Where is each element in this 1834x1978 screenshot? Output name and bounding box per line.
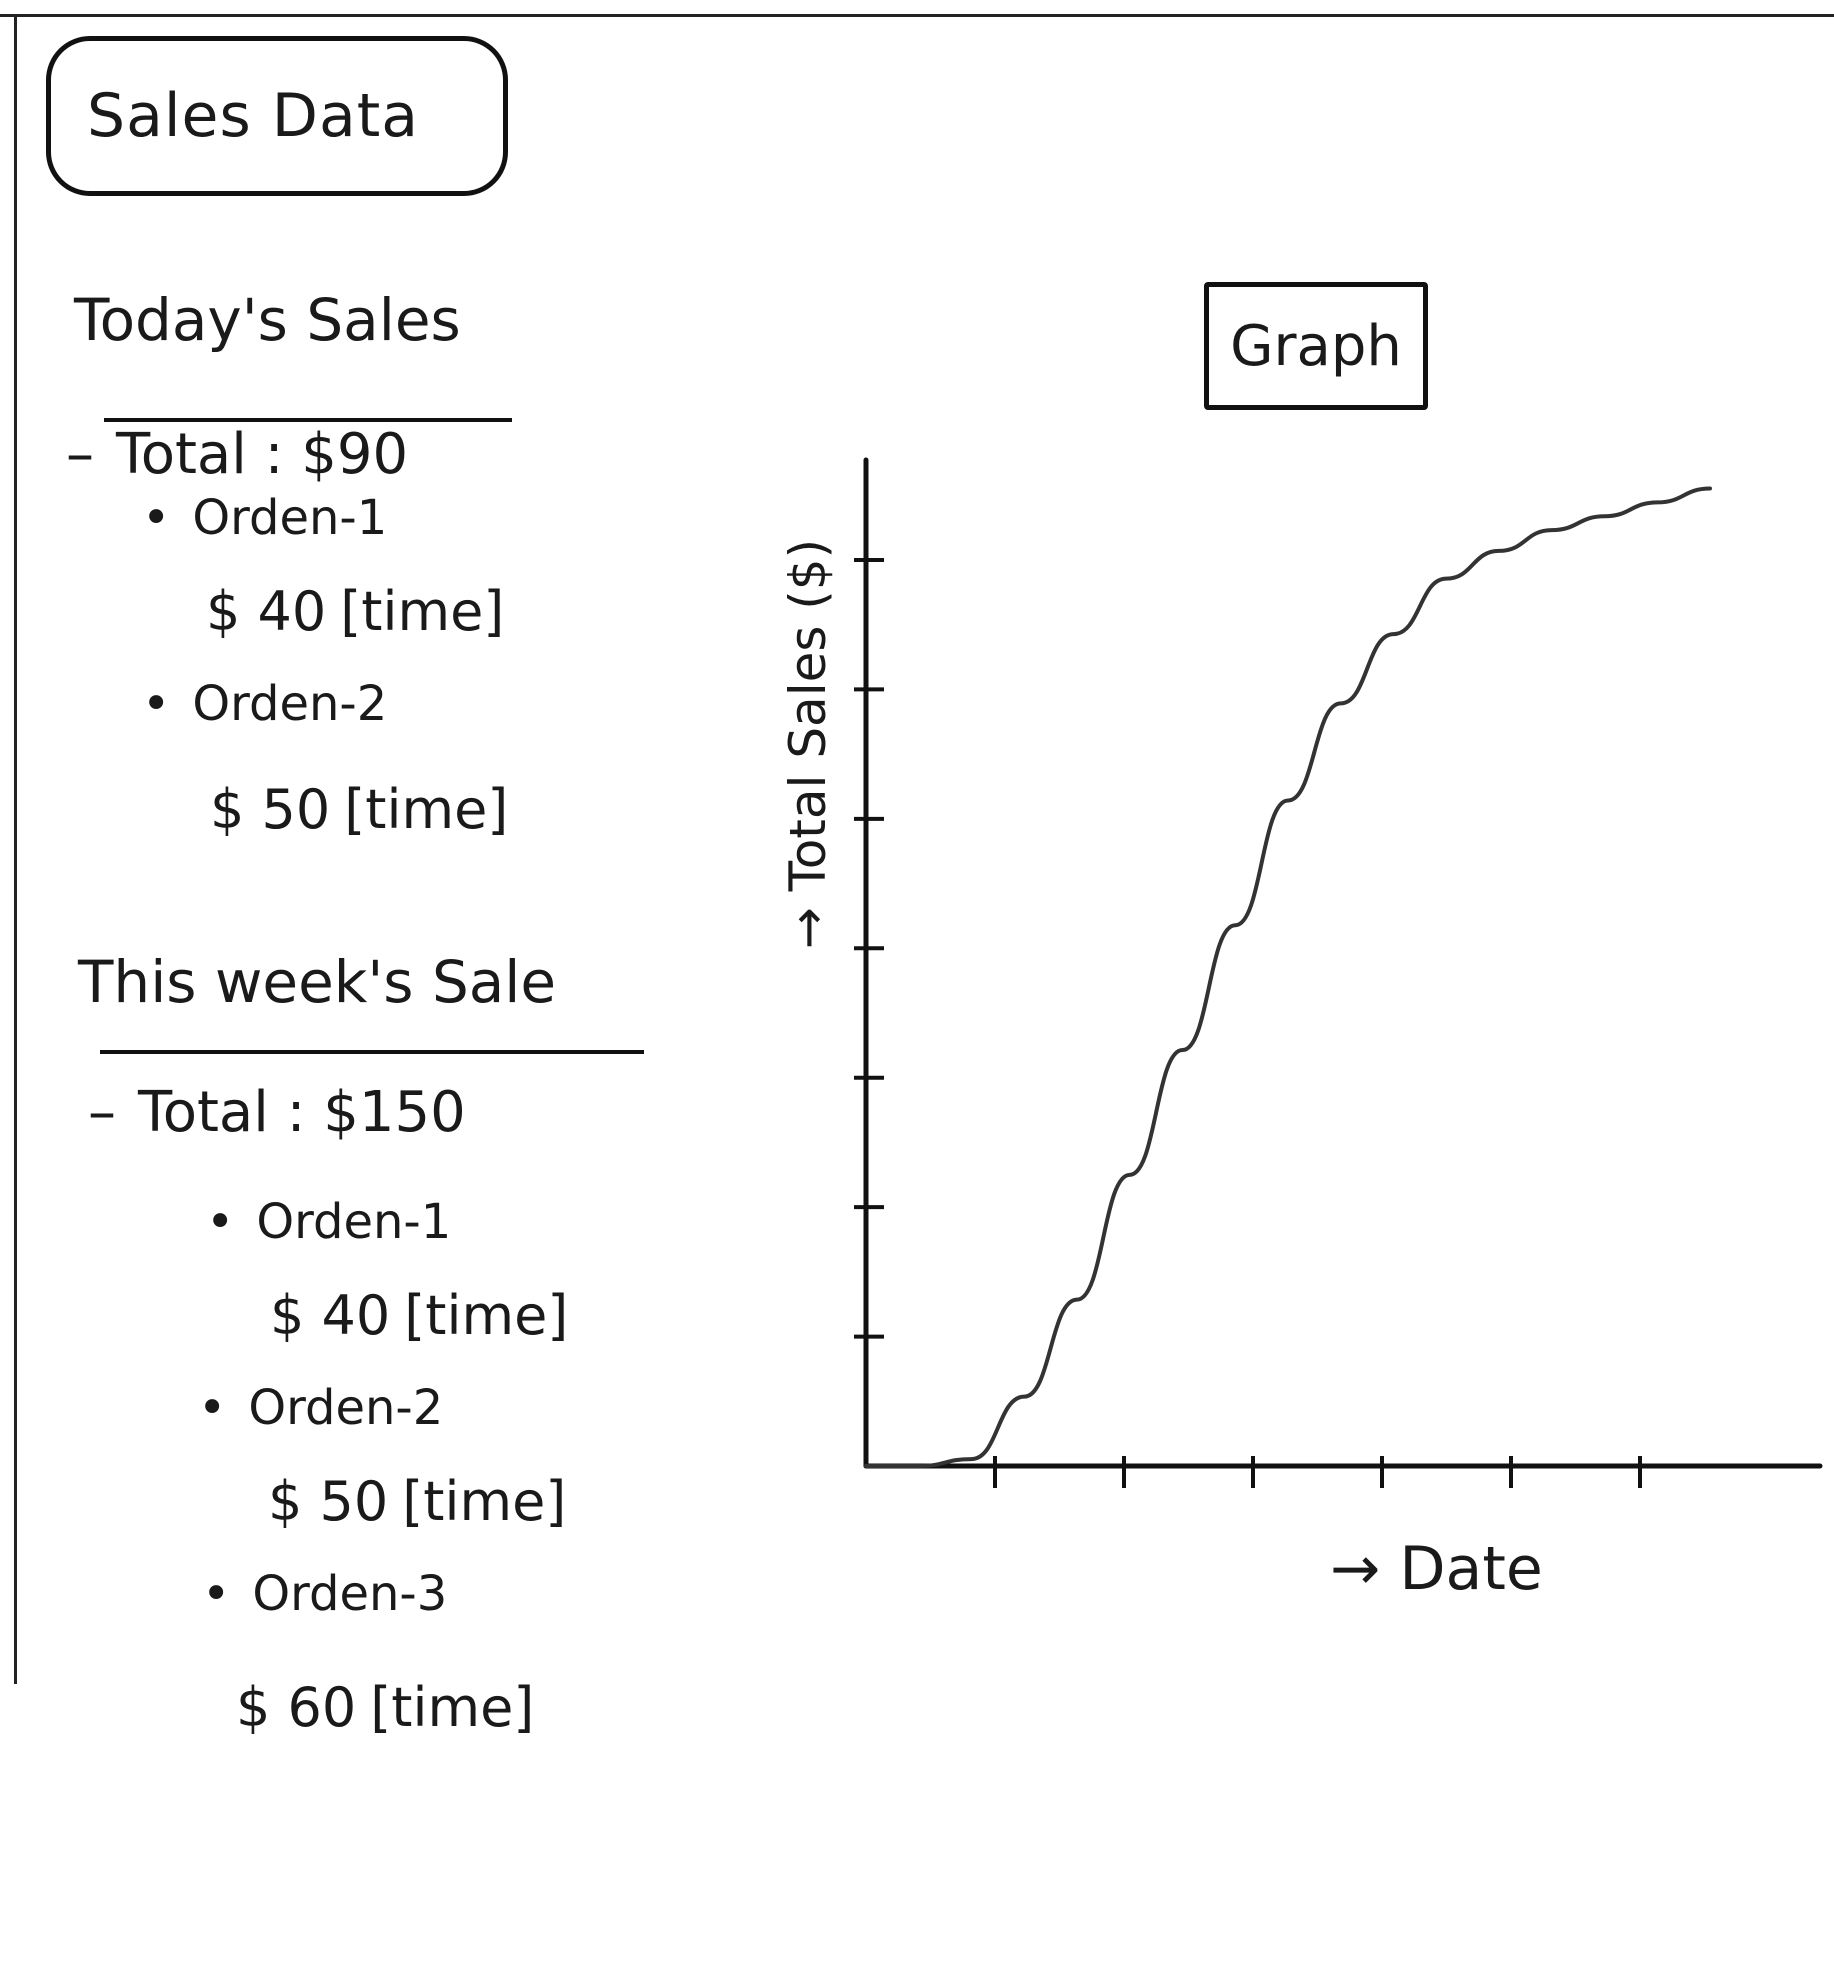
weeks-sale-total: – Total : $150 xyxy=(88,1080,466,1145)
order-time: [time] xyxy=(340,580,505,643)
app-title-text: Sales Data xyxy=(87,81,420,151)
week-order-2-label[interactable]: Orden-2 xyxy=(198,1380,443,1436)
dash-bullet: – xyxy=(88,1080,116,1145)
todays-sales-divider xyxy=(104,418,512,422)
order-amount-value: $ 40 xyxy=(270,1284,391,1347)
weeks-sale-divider xyxy=(100,1050,644,1054)
order-amount-value: $ 40 xyxy=(206,580,327,643)
week-order-2-amount: $ 50 [time] xyxy=(268,1470,566,1533)
today-order-2-amount: $ 50 [time] xyxy=(210,778,508,841)
today-order-1-amount: $ 40 [time] xyxy=(206,580,504,643)
order-time: [time] xyxy=(402,1470,567,1533)
series-line xyxy=(864,486,1712,1468)
week-order-3-label[interactable]: Orden-3 xyxy=(202,1566,447,1622)
order-amount-value: $ 60 xyxy=(236,1676,357,1739)
week-order-3-amount: $ 60 [time] xyxy=(236,1676,534,1739)
weeks-sale-total-text: Total : $150 xyxy=(138,1080,466,1145)
window-frame-left xyxy=(14,14,17,1684)
graph-title: Graph xyxy=(1230,313,1402,379)
window-frame-top xyxy=(0,14,1834,17)
weeks-sale-title: This week's Sale xyxy=(78,948,557,1016)
app-title: Sales Data xyxy=(46,36,508,196)
today-order-1-label[interactable]: Orden-1 xyxy=(142,490,387,546)
week-order-1-amount: $ 40 [time] xyxy=(270,1284,568,1347)
order-time: [time] xyxy=(344,778,509,841)
todays-sales-title: Today's Sales xyxy=(74,286,461,354)
week-order-1-label[interactable]: Orden-1 xyxy=(206,1194,451,1250)
todays-sales-total: – Total : $90 xyxy=(66,422,408,487)
todays-sales-total-text: Total : $90 xyxy=(116,422,409,487)
graph-title-box: Graph xyxy=(1204,282,1428,410)
order-amount-value: $ 50 xyxy=(268,1470,389,1533)
today-order-2-label[interactable]: Orden-2 xyxy=(142,676,387,732)
order-time: [time] xyxy=(370,1676,535,1739)
order-time: [time] xyxy=(404,1284,569,1347)
order-amount-value: $ 50 xyxy=(210,778,331,841)
dash-bullet: – xyxy=(66,422,94,487)
x-axis-label: → Date xyxy=(1330,1534,1543,1604)
